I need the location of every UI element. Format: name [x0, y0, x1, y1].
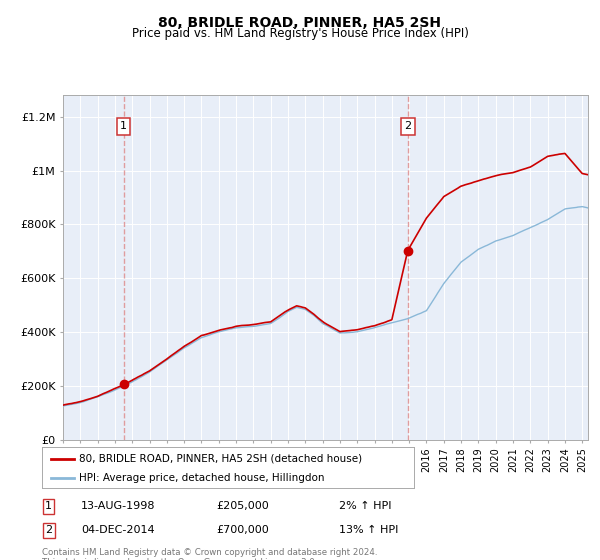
Text: 2: 2: [45, 525, 52, 535]
Text: 80, BRIDLE ROAD, PINNER, HA5 2SH: 80, BRIDLE ROAD, PINNER, HA5 2SH: [158, 16, 442, 30]
Text: HPI: Average price, detached house, Hillingdon: HPI: Average price, detached house, Hill…: [79, 473, 325, 483]
Text: 13% ↑ HPI: 13% ↑ HPI: [339, 525, 398, 535]
Text: 1: 1: [45, 501, 52, 511]
Text: 80, BRIDLE ROAD, PINNER, HA5 2SH (detached house): 80, BRIDLE ROAD, PINNER, HA5 2SH (detach…: [79, 454, 362, 464]
Text: £700,000: £700,000: [216, 525, 269, 535]
Text: 2% ↑ HPI: 2% ↑ HPI: [339, 501, 391, 511]
Text: Price paid vs. HM Land Registry's House Price Index (HPI): Price paid vs. HM Land Registry's House …: [131, 27, 469, 40]
Text: £205,000: £205,000: [216, 501, 269, 511]
Text: 1: 1: [120, 121, 127, 131]
Text: 04-DEC-2014: 04-DEC-2014: [81, 525, 155, 535]
Text: 2: 2: [404, 121, 411, 131]
Text: Contains HM Land Registry data © Crown copyright and database right 2024.
This d: Contains HM Land Registry data © Crown c…: [42, 548, 377, 560]
Text: 13-AUG-1998: 13-AUG-1998: [81, 501, 155, 511]
